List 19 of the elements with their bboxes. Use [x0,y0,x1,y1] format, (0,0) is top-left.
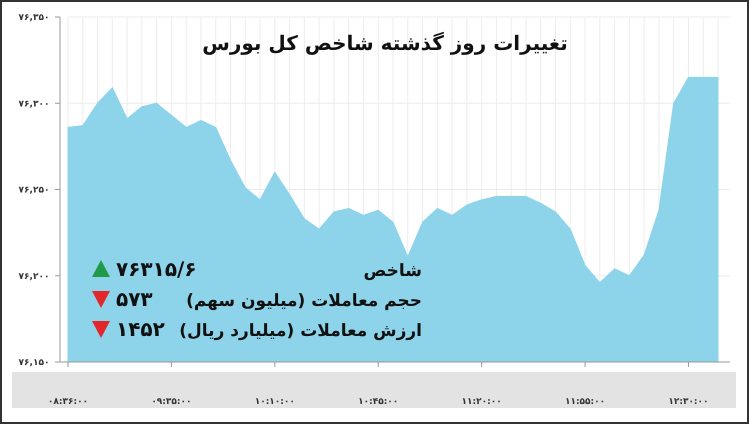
annotation: ۷۶۳۱۵/۶ [116,257,197,281]
x-tick-label: ۰۸:۳۶:۰۰ [48,397,88,407]
y-tick-label: ۷۶,۲۰۰ [18,272,50,282]
annotation: ۱۴۵۲ [116,317,165,341]
text: تغییرات روز گذشته شاخص کل بورس [202,31,568,55]
x-tick-label: ۱۰:۱۰:۰۰ [254,397,295,407]
annotation: ارزش معاملات (میلیارد ریال) [179,321,422,341]
annotation: حجم معاملات (میلیون سهم) [186,291,422,311]
y-tick-label: ۷۶,۳۰۰ [18,99,50,110]
annotation: شاخص [363,261,422,281]
y-tick-label: ۷۶,۳۵۰ [18,13,50,23]
y-tick-label: ۷۶,۱۵۰ [18,358,50,368]
x-tick-label: ۱۱:۲۰:۰۰ [462,397,502,407]
x-tick-label: ۱۲:۳۰:۰۰ [668,397,709,407]
y-tick-label: ۷۶,۲۵۰ [18,186,50,196]
x-tick-label: ۱۰:۴۵:۰۰ [358,397,398,407]
x-tick-label: ۰۹:۳۵:۰۰ [151,397,192,407]
annotation: ۵۷۳ [116,287,153,311]
x-tick-label: ۱۱:۵۵:۰۰ [564,397,606,407]
